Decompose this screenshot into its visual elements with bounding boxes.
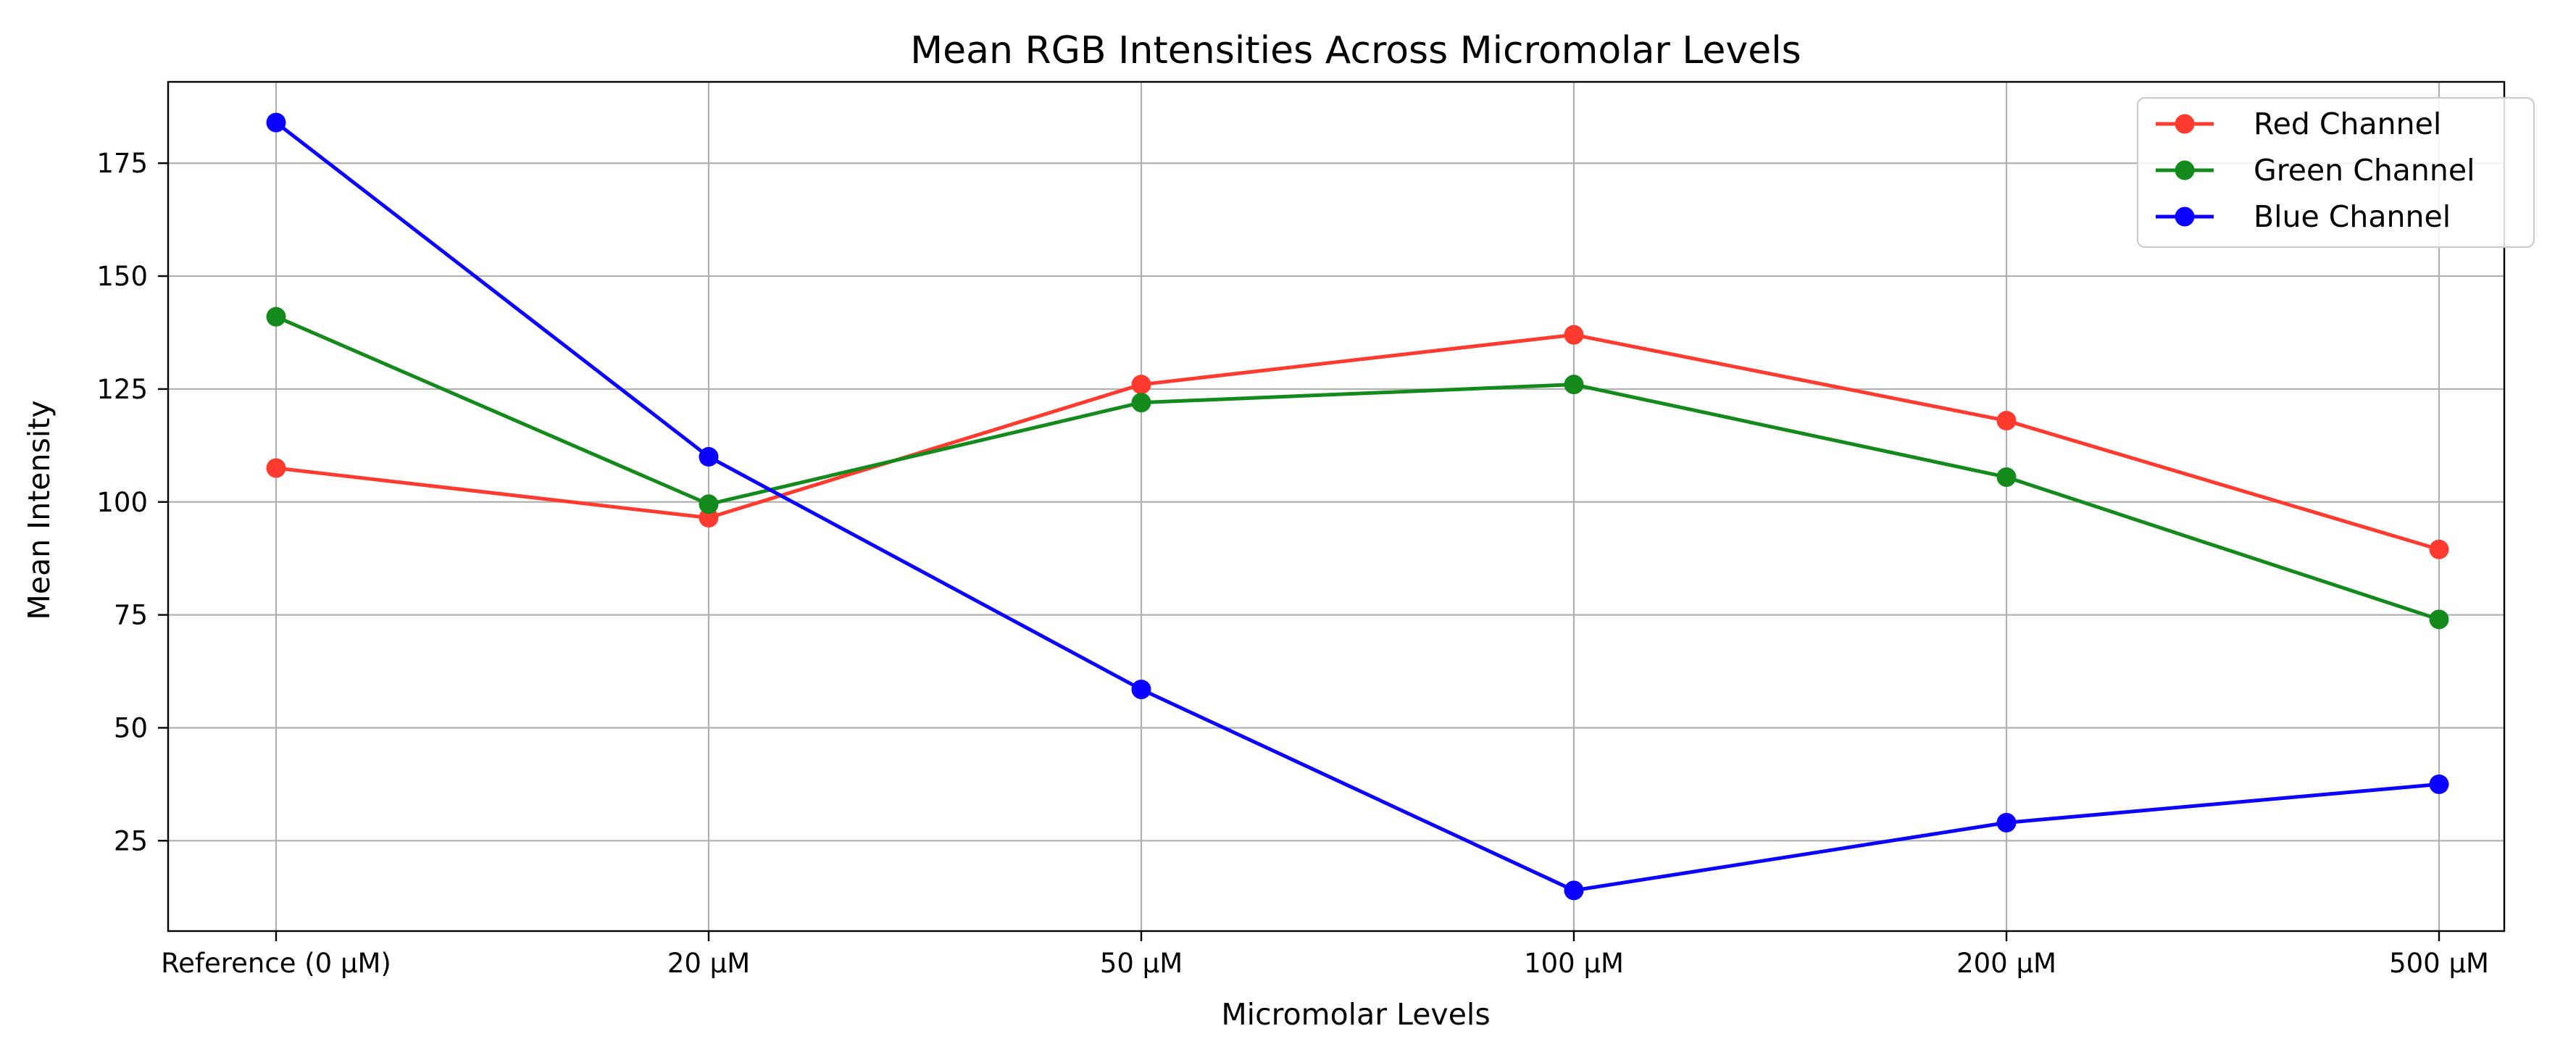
- green-channel-line: [275, 314, 2440, 622]
- green-channel-point: [266, 306, 286, 327]
- green-channel-point: [699, 494, 719, 514]
- x-tick-label: 500 μM: [2389, 948, 2489, 979]
- blue-channel-point: [1996, 812, 2017, 833]
- series-layer: [266, 112, 2449, 901]
- grid-layer: [168, 82, 2504, 931]
- green-channel-point: [1564, 375, 1584, 395]
- red-channel-point: [1564, 325, 1584, 345]
- x-tick-label: 100 μM: [1524, 948, 1624, 979]
- x-tick-label: 50 μM: [1100, 948, 1183, 979]
- y-tick-label: 75: [114, 600, 148, 631]
- legend-label-red-channel: Red Channel: [2254, 107, 2441, 141]
- y-tick-label: 125: [96, 374, 148, 405]
- legend: Red Channel Green Channel Blue Channel: [2136, 96, 2535, 249]
- y-tick-label: 175: [96, 148, 148, 179]
- red-channel-point: [1996, 411, 2017, 431]
- red-channel-point: [699, 508, 719, 528]
- legend-marker-red-channel: [2175, 114, 2195, 134]
- blue-channel-point: [1564, 880, 1584, 901]
- legend-marker-green-channel: [2175, 160, 2195, 180]
- red-channel-point: [266, 458, 286, 478]
- plot-area-frame: [167, 80, 2506, 933]
- legend-label-blue-channel: Blue Channel: [2254, 199, 2451, 234]
- legend-label-green-channel: Green Channel: [2254, 153, 2475, 188]
- y-axis: 25 50 75 100 125 150 175: [96, 148, 168, 856]
- x-axis-label: Micromolar Levels: [1221, 997, 1490, 1032]
- y-tick-label: 150: [96, 261, 148, 292]
- chart-title: Mean RGB Intensities Across Micromolar L…: [910, 29, 1801, 72]
- y-axis-label: Mean Intensity: [22, 400, 57, 620]
- x-tick-label: 200 μM: [1956, 948, 2056, 979]
- green-channel-point: [1996, 467, 2017, 487]
- y-tick-label: 50: [114, 712, 148, 743]
- x-axis: Reference (0 μM) 20 μM 50 μM 100 μM 200 μM 50…: [161, 931, 2489, 979]
- blue-channel-point: [266, 112, 286, 133]
- legend-box: [2136, 96, 2535, 249]
- blue-channel-point: [1131, 679, 1151, 699]
- green-channel-point: [1131, 393, 1151, 413]
- x-tick-label: 20 μM: [667, 948, 750, 979]
- blue-channel-point: [2429, 774, 2449, 794]
- legend-marker-blue-channel: [2175, 207, 2195, 227]
- red-channel-point: [2429, 539, 2449, 559]
- blue-channel-line: [275, 121, 2440, 893]
- x-tick-label: Reference (0 μM): [161, 948, 391, 979]
- green-channel-point: [2429, 609, 2449, 630]
- red-channel-line: [275, 333, 2440, 551]
- red-channel-point: [1131, 375, 1151, 395]
- blue-channel-point: [699, 446, 719, 467]
- y-tick-label: 100: [96, 487, 148, 518]
- y-tick-label: 25: [114, 825, 148, 856]
